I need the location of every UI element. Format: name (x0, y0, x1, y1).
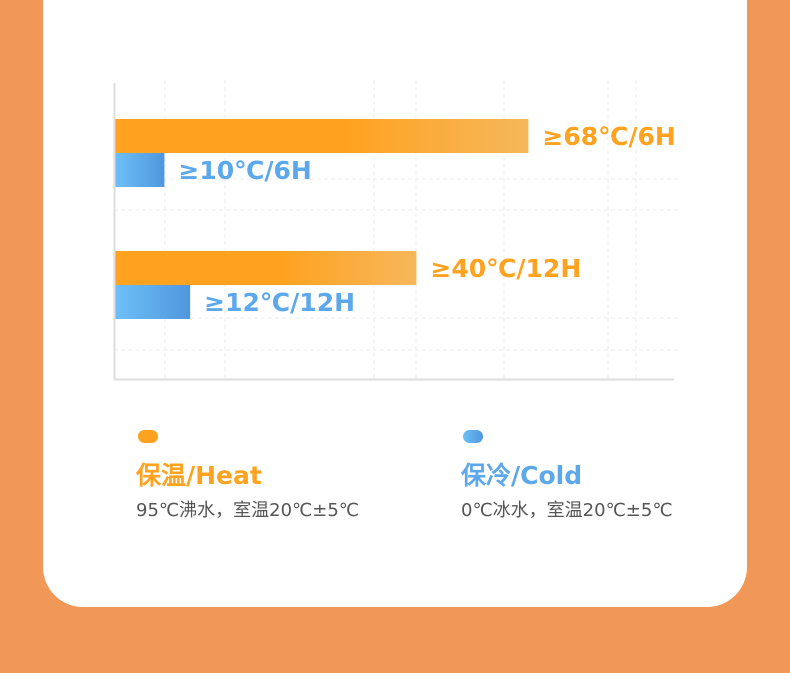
heat-swatch (138, 430, 158, 443)
heat-bar-label: ≥40℃/12H (430, 254, 581, 283)
heat-subtitle: 95℃沸水，室温20℃±5℃ (136, 500, 359, 521)
heat-bar (114, 119, 529, 153)
heat-bar (114, 251, 417, 285)
cold-bar (114, 153, 165, 187)
cold-bar-label: ≥10℃/6H (178, 156, 311, 185)
cold-title: 保冷/Cold (461, 461, 583, 490)
cold-swatch (463, 430, 483, 443)
heat-title: 保温/Heat (136, 461, 262, 490)
cold-bar (114, 285, 191, 319)
heat-bar-label: ≥68℃/6H (542, 122, 675, 151)
cold-subtitle: 0℃冰水，室温20℃±5℃ (461, 500, 673, 521)
cold-bar-label: ≥12℃/12H (204, 288, 355, 317)
bar-chart: ≥68℃/6H ≥10℃/6H ≥40℃/12H ≥12℃/12H (113, 80, 678, 381)
